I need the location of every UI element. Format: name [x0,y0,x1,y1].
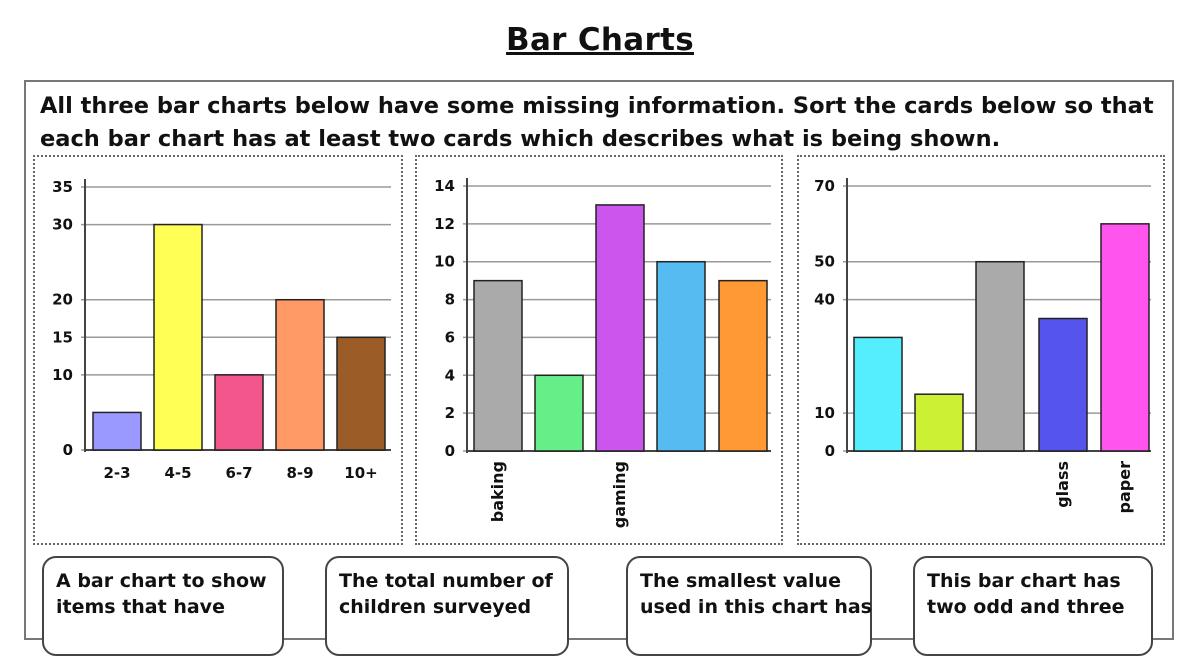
card-text-line: children surveyed [339,596,532,618]
instructions: All three bar charts below have some mis… [40,90,1170,156]
y-tick-label: 8 [445,291,455,309]
card-text-line: two odd and three [927,596,1125,618]
bar-chart-1-plot: 0 10 15 20 30 35 2-3 4-5 6-7 8-9 10+ [52,178,391,482]
x-tick-label: baking [488,461,507,522]
bar [975,260,1025,452]
bar-chart-1: 0 10 15 20 30 35 2-3 4-5 6-7 8-9 10+ [33,155,403,545]
x-tick-label: 8-9 [286,464,313,482]
y-tick-label: 10 [434,253,455,271]
bar [853,336,903,452]
instruction-line: All three bar charts below have some mis… [40,93,1154,119]
y-tick-label: 0 [445,442,455,460]
y-tick-label: 2 [445,404,455,422]
bar [336,336,386,451]
bar [275,298,325,451]
card-text-line: A bar chart to show [56,570,267,592]
bar [718,279,768,452]
y-tick-label: 0 [825,442,835,460]
bar-chart-3-plot: 0 10 40 50 70 glass paper [814,177,1151,514]
y-tick-label: 10 [52,366,73,384]
bar-chart-2-plot: 0 2 4 6 8 10 12 14 baking gaming [434,177,771,528]
instruction-line: each bar chart has at least two cards wh… [40,126,1001,152]
bar-chart-3: 0 10 40 50 70 glass paper [797,155,1165,545]
y-tick-label: 0 [63,441,73,459]
y-tick-label: 35 [52,178,73,196]
bar-chart-2: 0 2 4 6 8 10 12 14 baking gaming [415,155,783,545]
card-text-line: This bar chart has [927,570,1121,592]
bar [1038,317,1088,452]
y-tick-label: 70 [814,177,835,195]
card-text-line: used in this chart has [640,596,872,618]
y-tick-label: 12 [434,215,455,233]
page-title: Bar Charts [506,22,694,58]
x-tick-label: 6-7 [225,464,252,482]
y-tick-label: 40 [814,291,835,309]
bar [914,393,964,452]
y-tick-label: 50 [814,253,835,271]
y-tick-label: 30 [52,216,73,234]
bar [534,374,584,452]
y-tick-label: 15 [52,328,73,346]
x-tick-label: 4-5 [164,464,191,482]
x-tick-label: 10+ [344,464,377,482]
card-text-line: The smallest value [640,570,841,592]
x-tick-label: gaming [610,461,629,528]
bar [473,279,523,452]
x-tick-label: paper [1115,461,1134,514]
bar [153,223,203,451]
card-text-line: The total number of [339,570,553,592]
sorting-card-2[interactable]: The total number of children surveyed [325,556,569,656]
sorting-card-3[interactable]: The smallest value used in this chart ha… [626,556,872,656]
bar [1100,223,1150,452]
sorting-card-1[interactable]: A bar chart to show items that have [42,556,284,656]
y-tick-label: 14 [434,177,455,195]
bar [656,260,706,452]
x-tick-label: 2-3 [103,464,130,482]
card-text-line: items that have [56,596,225,618]
y-tick-label: 4 [445,366,455,384]
y-tick-label: 6 [445,328,455,346]
x-tick-label: glass [1053,461,1072,508]
bar [92,411,142,451]
bar [595,204,645,452]
bar [214,374,264,451]
sorting-card-4[interactable]: This bar chart has two odd and three [913,556,1153,656]
y-tick-label: 20 [52,291,73,309]
y-tick-label: 10 [814,404,835,422]
